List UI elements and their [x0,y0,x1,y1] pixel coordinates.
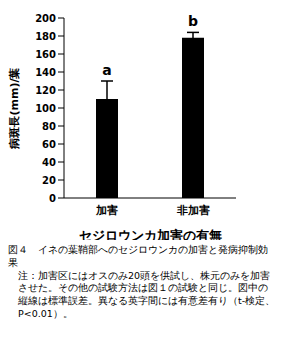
svg-text:120: 120 [35,85,56,96]
svg-text:80: 80 [42,121,56,132]
svg-text:100: 100 [35,103,56,114]
svg-text:0: 0 [49,193,56,204]
svg-text:a: a [102,62,111,78]
svg-text:140: 140 [35,67,56,78]
svg-text:60: 60 [42,139,56,150]
svg-text:加害: 加害 [95,204,118,217]
svg-text:160: 160 [35,49,56,60]
html-text:注：加害区にはオスのみ20頭を供試し、株元のみを加害させた。: 注：加害区にはオスのみ20頭を供試し、株元のみを加害させた。その他の試験方法は図… [18,269,276,320]
svg-text:病斑長(mm)/葉: 病斑長(mm)/葉 [8,68,21,150]
html-text:図４ イネの葉鞘部へのセジロウンカの加害と発病抑制効果: 図４ イネの葉鞘部へのセジロウンカの加害と発病抑制効果 [8,244,268,268]
svg-text:200: 200 [35,13,56,24]
svg-text:40: 40 [42,157,56,168]
svg-text:セジロウンカ加害の有無: セジロウンカ加害の有無 [79,228,222,240]
svg-text:180: 180 [35,31,56,42]
svg-text:20: 20 [42,175,56,186]
svg-text:b: b [188,13,198,29]
svg-text:非加害: 非加害 [176,204,210,217]
